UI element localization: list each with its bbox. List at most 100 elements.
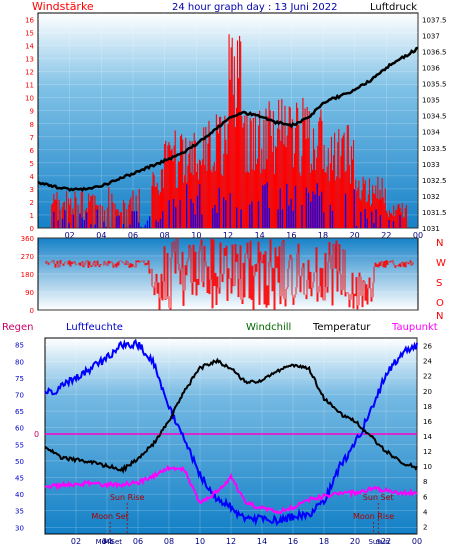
compass-label: O <box>436 298 444 309</box>
temp-x-tick-label: 08 <box>164 537 174 546</box>
direction-tick-label: 360 <box>21 235 34 243</box>
temp-tick-label: 22 <box>423 373 432 381</box>
humidity-tick-label: 60 <box>15 425 24 433</box>
compass-label: N <box>436 238 443 249</box>
annotation-label: Sun Rise <box>110 493 145 502</box>
wind-tick-label: 2 <box>30 199 34 207</box>
temp-x-tick-label: 22 <box>381 537 391 546</box>
humidity-line <box>44 338 418 527</box>
temp-tick-label: 20 <box>423 388 432 396</box>
pressure-tick-label: 1032.5 <box>422 177 447 185</box>
direction-tick-label: 90 <box>25 289 34 297</box>
wind-x-tick-label: 04 <box>96 231 106 240</box>
wind-tick-label: 9 <box>30 108 34 116</box>
direction-tick-label: 0 <box>30 307 34 315</box>
direction-marks <box>45 238 414 310</box>
pressure-tick-label: 1031.5 <box>422 209 447 217</box>
pressure-tick-label: 1032 <box>422 193 440 201</box>
chart-title: 24 hour graph day : 13 Juni 2022 <box>172 2 338 13</box>
wind-x-tick-label: 16 <box>286 231 296 240</box>
sun-moon-x-label: Mo <box>103 538 113 546</box>
humidity-tick-label: 55 <box>15 441 24 449</box>
humidity-tick-label: 80 <box>15 358 24 366</box>
sun-moon-x-label: Mo <box>96 538 106 546</box>
temp-tick-label: 18 <box>423 403 432 411</box>
humidity-tick-label: 75 <box>15 375 24 383</box>
pressure-tick-label: 1033.5 <box>422 145 447 153</box>
annotation-label: Sun Set <box>363 493 394 502</box>
legend-taupunkt: Taupunkt <box>391 322 438 333</box>
wind-tick-label: 5 <box>30 160 34 168</box>
wind-tick-label: 14 <box>25 43 34 51</box>
pressure-tick-label: 1034.5 <box>422 113 447 121</box>
temp-x-tick-label: 14 <box>257 537 267 546</box>
temp-tick-label: 2 <box>423 523 427 531</box>
temp-tick-label: 16 <box>423 418 432 426</box>
wind-tick-label: 1 <box>30 212 34 220</box>
rain-zero-label: 0 <box>34 430 39 439</box>
pressure-y-ticks: 1031 1031.5 1032 1032.5 1033 1033.5 1034 1034.5… <box>422 16 447 233</box>
annotation-label: Moon Set <box>91 512 128 521</box>
temp-x-tick-label: 04 <box>102 537 112 546</box>
wind-tick-label: 13 <box>25 56 34 64</box>
temp-tick-label: 12 <box>423 448 432 456</box>
wind-x-tick-label: 20 <box>350 231 360 240</box>
wind-x-tick-label: 00 <box>413 231 423 240</box>
legend-temperatur: Temperatur <box>312 322 371 333</box>
pressure-tick-label: 1034 <box>422 129 440 137</box>
temperature-line <box>44 357 418 475</box>
pressure-tick-label: 1031 <box>422 225 440 233</box>
humidity-tick-label: 85 <box>15 342 24 350</box>
legend-luftfeuchte: Luftfeuchte <box>66 322 123 333</box>
annotation-label: Moon Rise <box>353 512 394 521</box>
compass-label: N <box>436 311 443 322</box>
temp-tick-label: 8 <box>423 478 427 486</box>
pressure-tick-label: 1036.5 <box>422 49 447 57</box>
temp-tick-label: 6 <box>423 493 428 501</box>
sun-moon-x-label: Sun <box>376 538 389 546</box>
wind-x-tick-label: 02 <box>65 231 75 240</box>
temp-x-tick-label: 18 <box>319 537 329 546</box>
wind-x-tick-label: 12 <box>223 231 233 240</box>
temp-x-tick-label: 16 <box>288 537 298 546</box>
wind-tick-label: 11 <box>25 82 34 90</box>
luftdruck-label: Luftdruck <box>370 2 417 13</box>
humidity-y-ticks: 30 35 40 45 50 55 60 65 70 75 80 85 <box>15 342 24 533</box>
temp-tick-label: 10 <box>423 463 432 471</box>
pressure-tick-label: 1033 <box>422 161 440 169</box>
wind-x-tick-label: 08 <box>160 231 170 240</box>
compass-label: W <box>436 258 446 269</box>
humidity-tick-label: 70 <box>15 391 24 399</box>
pressure-tick-label: 1037 <box>422 32 440 40</box>
sun-moon-x-label: Set <box>111 538 123 546</box>
humidity-tick-label: 50 <box>15 458 24 466</box>
wind-x-tick-label: 22 <box>381 231 391 240</box>
legend-windchill: Windchill <box>246 322 291 333</box>
pressure-tick-label: 1036 <box>422 65 440 73</box>
wind-tick-label: 10 <box>25 95 34 103</box>
humidity-tick-label: 40 <box>15 491 24 499</box>
wind-bars <box>51 34 407 228</box>
wind-tick-label: 6 <box>30 147 35 155</box>
pressure-tick-label: 1035 <box>422 97 440 105</box>
wind-tick-label: 4 <box>30 173 35 181</box>
wind-x-tick-label: 10 <box>191 231 201 240</box>
temp-x-tick-label: 00 <box>412 537 422 546</box>
wind-x-tick-label: 14 <box>255 231 265 240</box>
sun-moon-annotations: Sun Rise Sun Set Moon Set Moon Rise <box>91 493 394 534</box>
legend-regen: Regen <box>2 322 34 333</box>
direction-tick-label: 180 <box>21 271 34 279</box>
wind-tick-label: 7 <box>30 134 34 142</box>
temp-x-tick-label: 02 <box>71 537 81 546</box>
temp-x-tick-label: 12 <box>226 537 236 546</box>
pressure-tick-label: 1035.5 <box>422 81 447 89</box>
temp-x-tick-label: 06 <box>133 537 143 546</box>
temp-x-tick-label: 20 <box>350 537 360 546</box>
humidity-tick-label: 30 <box>15 524 24 532</box>
wind-tick-label: 3 <box>30 186 34 194</box>
humidity-tick-label: 35 <box>15 508 24 516</box>
temp-tick-label: 24 <box>423 358 432 366</box>
